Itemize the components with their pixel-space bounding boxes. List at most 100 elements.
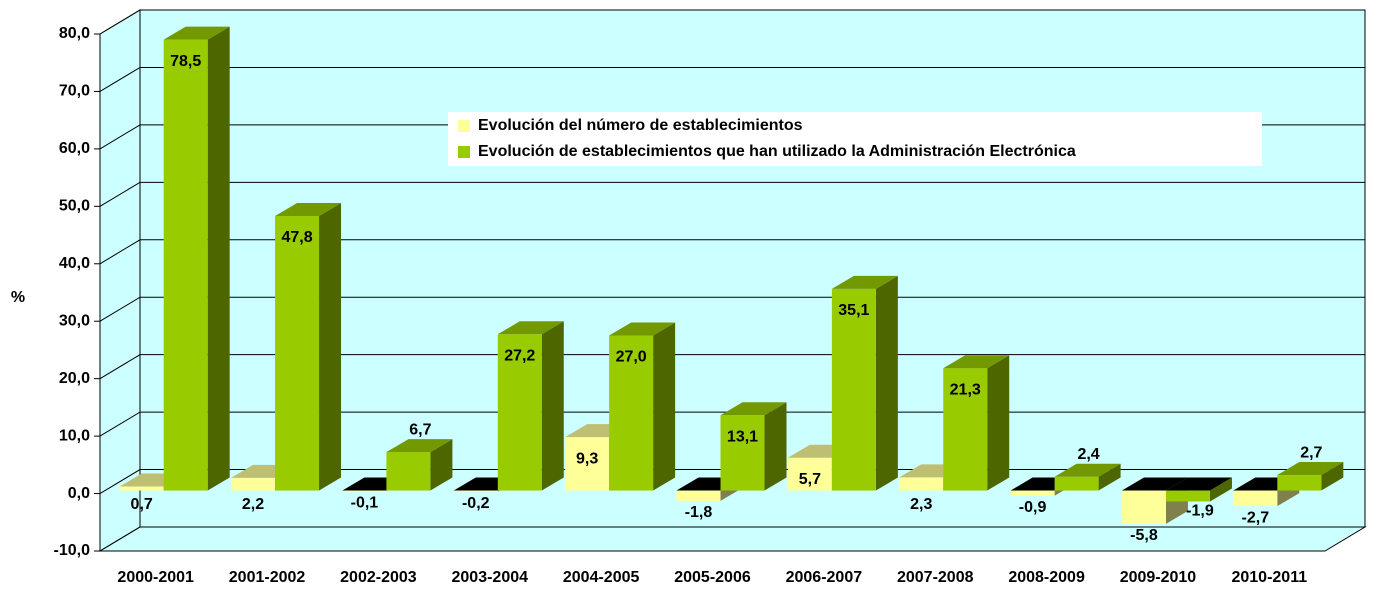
bar	[163, 26, 230, 491]
value-label: 47,8	[281, 229, 312, 246]
bar-face	[609, 335, 654, 491]
value-label: 6,7	[409, 421, 431, 438]
value-label: 13,1	[727, 429, 758, 446]
y-tick-label: 60,0	[59, 140, 90, 157]
bar-face	[1121, 490, 1166, 524]
value-label: 9,3	[576, 450, 598, 467]
value-label: 2,4	[1077, 446, 1099, 463]
bar	[720, 402, 787, 491]
grid-line	[99, 66, 1365, 92]
bar-face	[163, 39, 208, 491]
legend-label: Evolución del número de establecimientos	[478, 117, 803, 134]
bar	[943, 355, 1010, 491]
bar-face	[1054, 463, 1121, 477]
bar-face	[497, 321, 564, 335]
y-tick-label: 10,0	[59, 427, 90, 444]
bar	[386, 439, 453, 491]
y-tick-label: 50,0	[59, 198, 90, 215]
value-label: -1,9	[1186, 503, 1214, 520]
value-label: 2,7	[1300, 444, 1322, 461]
grid-line	[99, 239, 1365, 265]
bar-face	[875, 275, 898, 491]
y-tick-label: 40,0	[59, 255, 90, 272]
bar-face	[1054, 476, 1099, 491]
bar-face	[1165, 490, 1210, 502]
bar	[275, 202, 342, 491]
bar-face	[163, 26, 230, 40]
x-tick-label: 2008-2009	[1008, 569, 1085, 586]
bar-face	[1010, 490, 1055, 496]
grid-line	[99, 9, 1365, 35]
bar-face	[1165, 477, 1232, 491]
grid-line	[99, 181, 1365, 207]
x-tick-label: 2010-2011	[1231, 569, 1307, 586]
bar-face	[720, 402, 787, 416]
legend-label: Evolución de establecimientos que han ut…	[478, 143, 1076, 160]
x-tick-label: 2006-2007	[786, 569, 863, 586]
value-label: 27,0	[616, 349, 647, 366]
x-tick-label: 2000-2001	[117, 569, 194, 586]
y-tick-label: 30,0	[59, 312, 90, 329]
x-tick-label: 2009-2010	[1120, 569, 1197, 586]
bar-face	[541, 321, 564, 491]
bar	[831, 275, 898, 491]
legend	[448, 112, 1262, 166]
value-label: -5,8	[1130, 527, 1158, 544]
floor	[98, 526, 1367, 552]
bar-face	[497, 334, 542, 491]
y-tick-label: -10,0	[54, 542, 91, 559]
bar-face	[943, 355, 1010, 369]
bar	[609, 322, 676, 491]
value-label: 2,2	[242, 496, 264, 513]
bar-face	[831, 288, 876, 491]
x-tick-label: 2001-2002	[229, 569, 306, 586]
y-tick-label: 70,0	[59, 83, 90, 100]
y-tick-label: 20,0	[59, 370, 90, 387]
bar-face	[987, 355, 1010, 491]
x-tick-label: 2007-2008	[897, 569, 974, 586]
grid-line	[99, 526, 1365, 552]
bar	[1277, 462, 1344, 491]
bar-face	[1209, 477, 1232, 502]
x-tick-label: 2002-2003	[340, 569, 417, 586]
bar-face	[899, 477, 944, 491]
bar-face	[319, 202, 342, 491]
bar-face	[386, 452, 431, 491]
bar-face	[275, 202, 342, 216]
bar	[497, 321, 564, 491]
value-label: -0,2	[462, 495, 490, 512]
bar-face	[386, 439, 453, 453]
legend-swatch	[458, 120, 470, 132]
bar-face	[231, 477, 276, 491]
bar-face	[430, 439, 453, 491]
value-label: 35,1	[838, 302, 869, 319]
value-label: -0,9	[1019, 499, 1047, 516]
x-tick-label: 2003-2004	[452, 569, 529, 586]
bar-face	[275, 215, 320, 491]
value-label: 2,3	[910, 496, 932, 513]
bar-face	[453, 490, 498, 492]
bar-face	[764, 402, 787, 491]
grid-line	[99, 354, 1365, 380]
y-tick-label: 0,0	[68, 485, 90, 502]
bar-face	[831, 275, 898, 289]
value-label: -1,8	[685, 504, 713, 521]
bar-face	[1098, 463, 1121, 491]
bar-face	[676, 490, 721, 501]
bar-face	[1233, 490, 1278, 507]
legend-swatch	[458, 146, 470, 158]
value-label: -0,1	[351, 494, 379, 511]
bar-face	[1321, 462, 1344, 491]
value-label: 21,3	[950, 381, 981, 398]
bar-face	[1277, 462, 1344, 476]
bar-face	[119, 486, 164, 491]
value-label: -2,7	[1242, 509, 1270, 526]
bar-face	[565, 437, 610, 491]
grid-line	[99, 296, 1365, 322]
bar-face	[787, 457, 832, 491]
bar-face	[1277, 475, 1322, 491]
bar-face	[342, 490, 387, 492]
value-label: 5,7	[799, 471, 821, 488]
bar-face	[609, 322, 676, 336]
